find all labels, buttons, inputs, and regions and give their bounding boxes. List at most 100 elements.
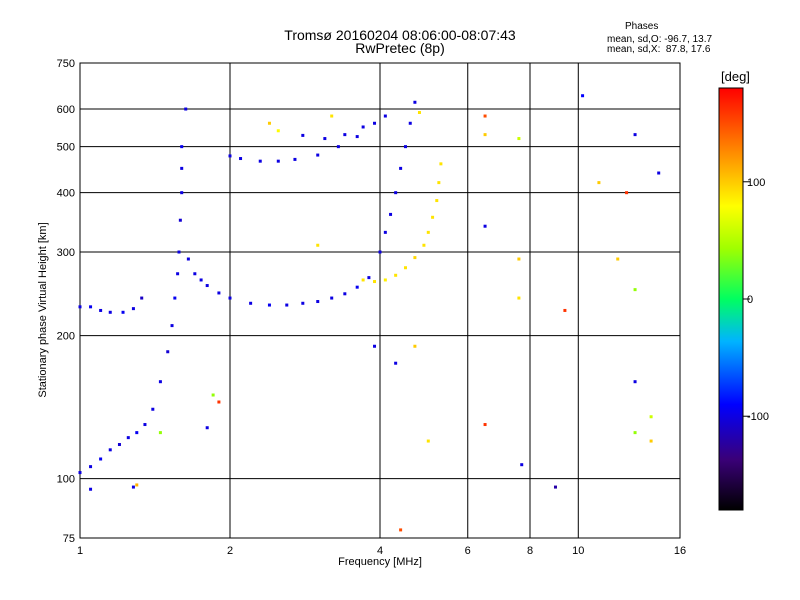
data-point-o [343,133,347,137]
data-point-o [217,291,221,295]
data-point-x [373,280,377,284]
data-point-x [217,400,221,404]
data-point-o [184,107,188,111]
data-point-x [517,296,521,300]
data-point-x [483,423,487,427]
data-point-o [166,350,170,354]
data-point-o [186,257,190,261]
data-point-x [625,191,629,195]
data-point-o [117,443,121,447]
data-point-o [199,278,203,282]
data-point-o [151,407,155,411]
data-point-x [633,288,637,292]
data-point-o [553,485,557,489]
data-point-o [293,157,297,161]
data-point-x [417,110,421,114]
data-point-o [336,145,340,149]
data-point-o [258,159,262,163]
colorbar-ticks: 100 0 -100 [743,177,769,423]
data-point-o [276,159,280,163]
colorbar [718,87,744,511]
data-point-o [78,471,82,475]
data-point-o [121,310,125,314]
data-point-o [140,296,144,300]
data-point-o [205,284,209,288]
data-point-o [143,423,147,427]
data-point-x [330,114,334,118]
data-point-o [355,285,359,289]
data-point-o [483,224,487,228]
data-point-x [439,162,443,166]
data-point-o [99,308,103,312]
x-tick-label: 16 [674,545,686,557]
data-point-x [422,243,426,247]
data-point-x [435,199,439,203]
data-point-o [389,212,393,216]
x-axis-label: Frequency [MHz] [338,556,422,568]
y-tick-label: 750 [57,58,75,70]
data-point-o [301,301,305,305]
data-point-x [426,230,430,234]
data-point-o [249,301,253,305]
data-point-o [383,114,387,118]
data-point-o [408,121,412,125]
y-tick-label: 100 [57,474,75,486]
data-point-o [330,296,334,300]
data-point-o [108,448,112,452]
data-point-x [649,415,653,419]
data-point-o [323,137,327,141]
y-tick-label: 300 [57,247,75,259]
y-tick-labels: 75 100 200 300 400 500 600 750 [57,58,75,545]
colorbar-tick-label: 0 [747,294,753,306]
data-point-o [373,344,377,348]
data-point-o [361,125,365,129]
data-point-o [180,166,184,170]
x-tick-label: 10 [572,545,584,557]
data-point-x [426,439,430,443]
data-point-o [378,250,382,254]
data-point-x [483,114,487,118]
data-point-o [316,153,320,157]
data-point-x [158,431,162,435]
colorbar-tick-label: -100 [747,411,769,423]
colorbar-label: [deg] [721,69,750,84]
data-point-o [178,218,182,222]
data-point-o [581,94,585,98]
data-point-o [239,157,243,161]
data-point-x [316,243,320,247]
x-tick-label: 2 [227,545,233,557]
data-point-x [413,256,417,260]
data-point-o [657,171,661,175]
data-point-o [99,457,103,461]
data-point-o [413,100,417,104]
x-tick-label: 6 [465,545,471,557]
data-point-x [597,181,601,185]
y-tick-label: 500 [57,142,75,154]
data-point-o [126,436,130,440]
x-tick-label: 4 [377,545,383,557]
y-tick-label: 400 [57,188,75,200]
data-point-x [383,278,387,282]
data-point-o [355,135,359,139]
data-point-o [108,310,112,314]
data-point-o [78,305,82,309]
data-point-o [177,250,181,254]
data-point-o [403,145,407,149]
data-point-o [176,272,180,276]
data-point-o [89,305,93,309]
data-point-x [267,121,271,125]
data-point-o [267,303,271,307]
colorbar-tick-label: 100 [747,177,765,189]
data-point-o [89,487,93,491]
data-point-o [131,485,135,489]
data-point-o [135,431,139,435]
data-point-o [285,303,289,307]
plot-frame [79,62,681,539]
data-point-x [563,308,567,312]
data-point-o [180,145,184,149]
data-point-o [633,380,637,384]
data-point-x [413,344,417,348]
x-tick-labels: 1 2 4 6 8 10 16 [77,545,686,557]
data-point-o [193,272,197,276]
data-point-o [205,426,209,430]
